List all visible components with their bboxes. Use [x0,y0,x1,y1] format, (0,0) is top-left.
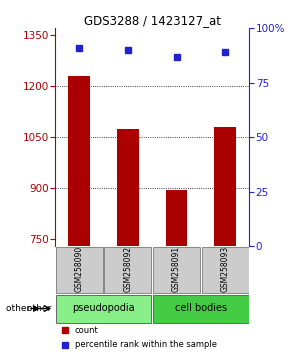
Bar [104,247,151,293]
Text: pseudopodia: pseudopodia [72,303,135,314]
Text: count: count [75,326,98,335]
Title: GDS3288 / 1423127_at: GDS3288 / 1423127_at [84,14,221,27]
Bar [56,247,103,293]
Bar [56,295,151,323]
Text: GSM258092: GSM258092 [124,246,133,292]
Bar [153,295,249,323]
Bar [214,127,236,246]
Text: GSM258090: GSM258090 [75,246,84,292]
Text: other: other [27,304,54,313]
Bar [68,76,90,246]
Text: GSM258093: GSM258093 [221,246,230,292]
Text: GSM258091: GSM258091 [172,246,181,292]
Bar [153,247,200,293]
Text: percentile rank within the sample: percentile rank within the sample [75,340,217,349]
Text: other ▶: other ▶ [6,304,39,313]
Text: cell bodies: cell bodies [175,303,227,314]
Bar [117,129,139,246]
Bar [166,190,187,246]
Bar [202,247,249,293]
